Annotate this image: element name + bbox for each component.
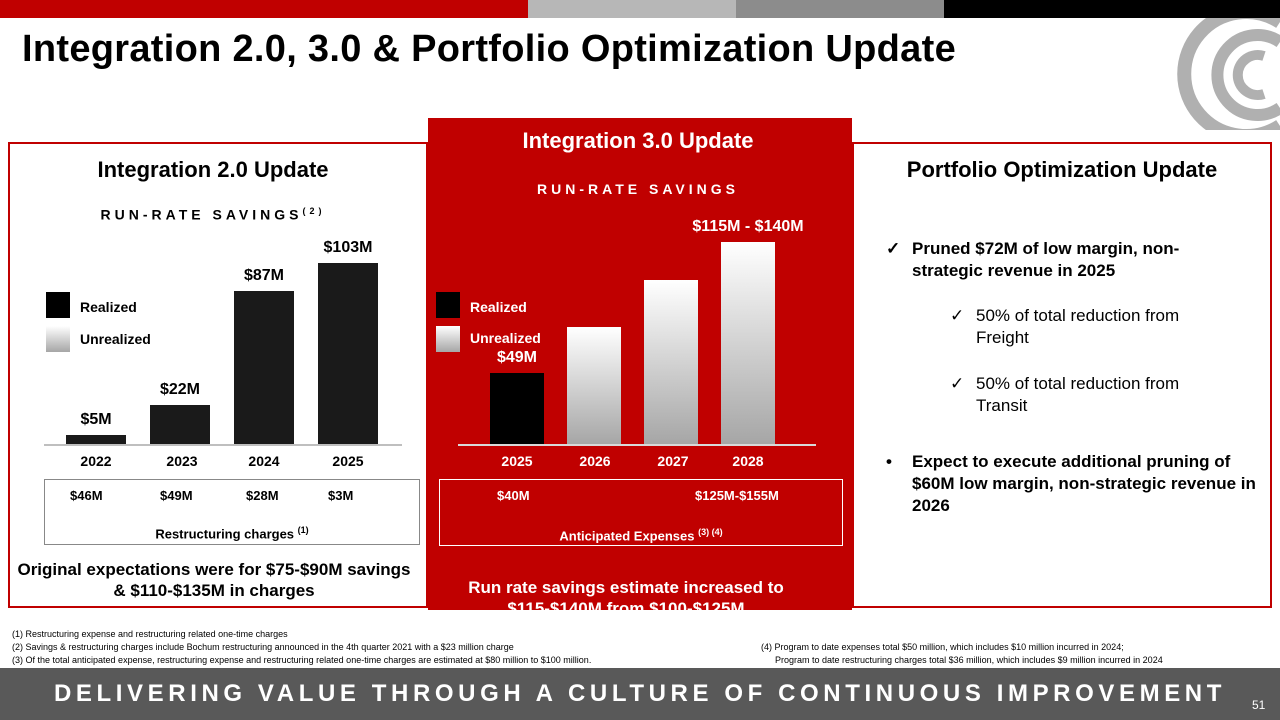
- bullet-transit: ✓ 50% of total reduction from Transit: [950, 374, 1180, 415]
- bar-2022: [66, 435, 126, 444]
- legend-realized-swatch: [46, 292, 70, 318]
- charge-2023: $49M: [160, 488, 193, 503]
- bar-label-2023: $22M: [159, 381, 201, 398]
- footnote-1: (1) Restructuring expense and restructur…: [12, 629, 288, 639]
- page-number: 51: [1252, 698, 1266, 712]
- bar-2023: [150, 405, 210, 444]
- portfolio-heading: Portfolio Optimization Update: [906, 157, 1218, 182]
- restructuring-charges-box: [44, 479, 420, 545]
- target-ring-logo: [1177, 18, 1280, 130]
- year-label-2028: 2028: [732, 453, 764, 469]
- year-label-2023: 2023: [166, 453, 198, 469]
- bar-label-2024: $87M: [243, 267, 285, 284]
- page-title: Integration 2.0, 3.0 & Portfolio Optimiz…: [22, 28, 957, 70]
- year-label-2024: 2024: [248, 453, 280, 469]
- legend-unrealized-label: Unrealized: [80, 331, 151, 347]
- anticipated-expenses-label: Anticipated Expenses (3) (4): [559, 527, 723, 544]
- year-label-2022: 2022: [80, 453, 112, 469]
- integration-3-axis: [458, 444, 816, 446]
- footnote-2: (2) Savings & restructuring charges incl…: [12, 642, 514, 652]
- integration-2-note: Original expectations were for $75-$90M …: [17, 560, 411, 600]
- integration-2-axis: [44, 444, 402, 446]
- bar-label-2025: $103M: [323, 239, 373, 256]
- top-bar-gray: [736, 0, 944, 18]
- footnote-4a: (4) Program to date expenses total $50 m…: [761, 642, 1124, 652]
- bullet-expect: • Expect to execute additional pruning o…: [886, 452, 1256, 515]
- integration-3-subheading: RUN-RATE SAVINGS: [537, 181, 739, 197]
- expense-2025: $40M: [497, 488, 530, 503]
- bar-label-2028: $115M - $140M: [692, 218, 804, 235]
- integration-3-panel: [428, 118, 852, 610]
- integration-2-panel: [8, 142, 428, 608]
- footer-tagline: DELIVERING VALUE THROUGH A CULTURE OF CO…: [53, 680, 1226, 707]
- bar-2025: [490, 373, 544, 444]
- bar-label-2022: $5M: [80, 411, 112, 428]
- legend-unrealized-swatch: [46, 326, 70, 352]
- footer-bar: [0, 668, 1280, 720]
- legend-realized-label: Realized: [470, 299, 527, 315]
- portfolio-panel: [852, 142, 1272, 608]
- bar-2025: [318, 263, 378, 444]
- bullet-freight: ✓ 50% of total reduction from Freight: [950, 306, 1180, 347]
- bar-2027: [644, 280, 698, 444]
- bar-label-2025: $49M: [496, 349, 538, 366]
- integration-2-heading: Integration 2.0 Update: [97, 157, 329, 182]
- integration-3-heading: Integration 3.0 Update: [522, 128, 754, 153]
- bar-2028: [721, 242, 775, 444]
- year-label-2025: 2025: [332, 453, 364, 469]
- bar-2024: [234, 291, 294, 444]
- integration-3-note: Run rate savings estimate increased to $…: [468, 578, 784, 618]
- anticipated-expenses-box: [439, 479, 843, 546]
- footnote-4b: Program to date restructuring charges to…: [775, 655, 1163, 665]
- integration-2-subheading: RUN-RATE SAVINGS(2): [100, 206, 326, 223]
- year-label-2025: 2025: [501, 453, 533, 469]
- top-bar-red: [0, 0, 528, 18]
- legend-unrealized-swatch: [436, 326, 460, 352]
- expense-2026-2028: $125M-$155M: [695, 488, 779, 503]
- top-bar-black: [944, 0, 1280, 18]
- restructuring-charges-label: Restructuring charges (1): [155, 525, 309, 542]
- year-label-2027: 2027: [657, 453, 689, 469]
- legend-realized-label: Realized: [80, 299, 137, 315]
- footnote-3: (3) Of the total anticipated expense, re…: [12, 655, 592, 665]
- charge-2022: $46M: [70, 488, 103, 503]
- charge-2024: $28M: [246, 488, 279, 503]
- year-label-2026: 2026: [579, 453, 611, 469]
- bullet-pruned: ✓ Pruned $72M of low margin, non-strateg…: [886, 239, 1180, 280]
- legend-unrealized-label: Unrealized: [470, 330, 541, 346]
- bar-2026: [567, 327, 621, 444]
- top-bar-light-gray: [528, 0, 736, 18]
- charge-2025: $3M: [328, 488, 354, 503]
- legend-realized-swatch: [436, 292, 460, 318]
